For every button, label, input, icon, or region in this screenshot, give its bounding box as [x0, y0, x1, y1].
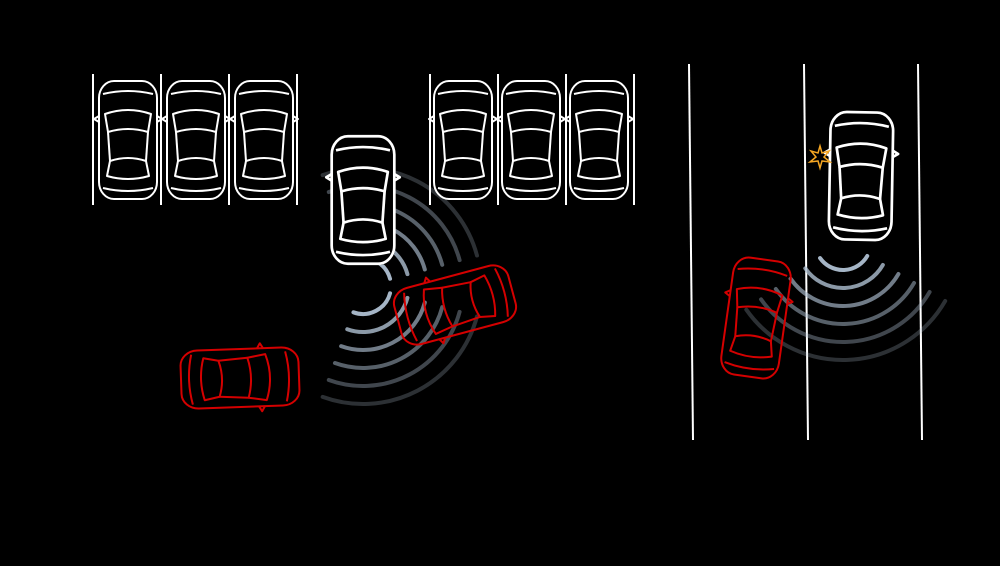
background — [0, 0, 1000, 566]
ego-car-mask — [829, 111, 893, 241]
diagram-root — [0, 0, 1000, 566]
ego-car-mask — [331, 135, 395, 265]
